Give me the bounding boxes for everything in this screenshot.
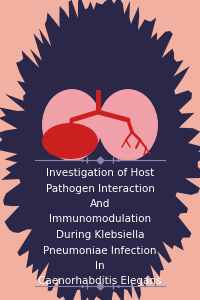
Text: Immunomodulation: Immunomodulation bbox=[49, 214, 151, 224]
Text: Investigation of Host: Investigation of Host bbox=[46, 168, 154, 178]
Text: And: And bbox=[90, 199, 110, 209]
Text: Pneumoniae Infection: Pneumoniae Infection bbox=[43, 245, 157, 256]
Text: Caenorhabditis Elegans: Caenorhabditis Elegans bbox=[38, 277, 162, 286]
Ellipse shape bbox=[42, 89, 102, 161]
Bar bbox=[96, 90, 101, 112]
Text: During Klebsiella: During Klebsiella bbox=[56, 230, 144, 240]
Ellipse shape bbox=[42, 123, 98, 159]
Ellipse shape bbox=[98, 89, 158, 161]
Text: In: In bbox=[95, 261, 105, 271]
Text: Pathogen Interaction: Pathogen Interaction bbox=[46, 184, 154, 194]
